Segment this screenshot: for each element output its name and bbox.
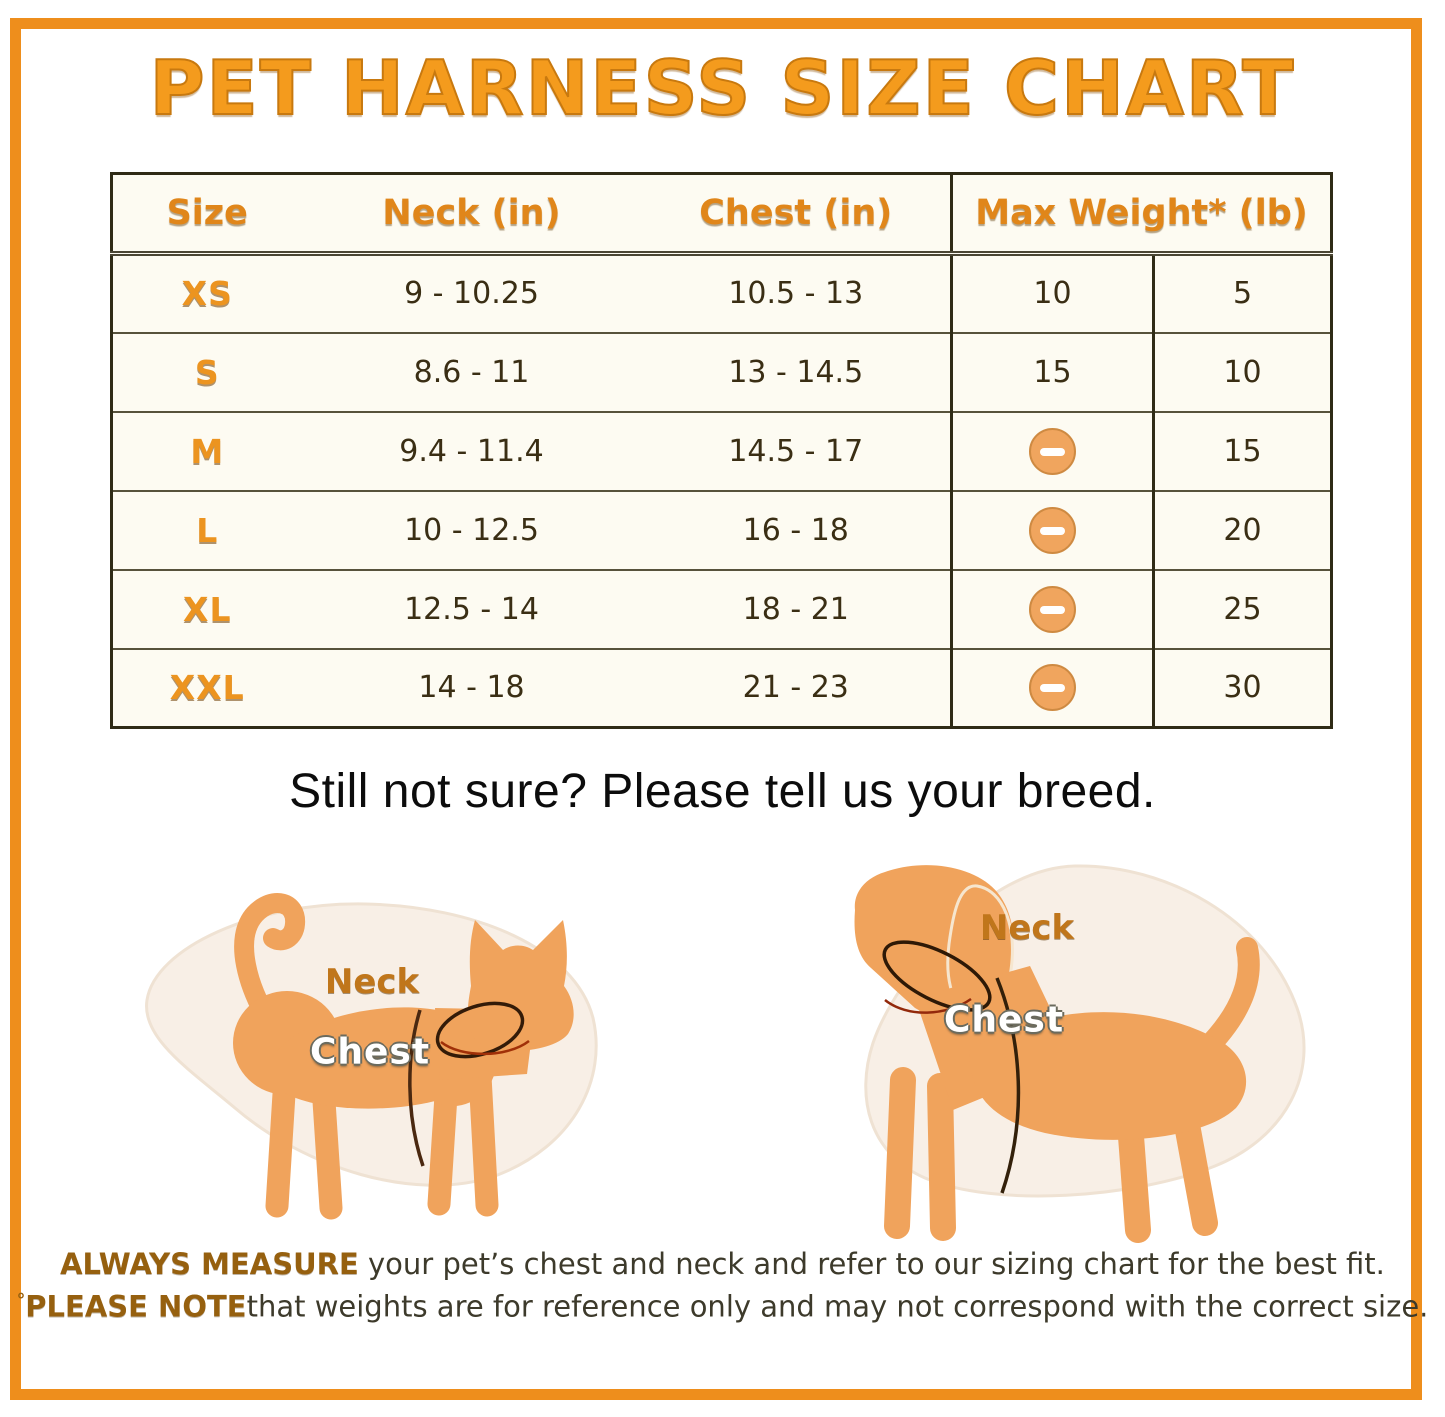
wb-cell: 5 [1151,252,1332,333]
size-cell: XL [111,568,302,649]
size-cell: XS [111,252,302,333]
size-table-body: XS 9 - 10.25 10.5 - 13 10 5 S 8.6 - 11 13 - 14.… [111,252,1332,728]
table-row: M 9.4 - 11.4 14.5 - 17 15 [111,410,1332,491]
header-size: Size [111,173,302,256]
dog-measurement-diagram: Neck Chest [835,848,1335,1248]
chest-cell: 21 - 23 [641,647,952,728]
size-cell: M [111,410,302,491]
minus-circle-icon [1029,664,1076,712]
neck-cell: 9 - 10.25 [301,252,642,333]
minus-circle-icon [1029,506,1076,554]
footnote-marker: ° [16,1291,26,1311]
size-cell: L [111,489,302,570]
header-chest: Chest (in) [641,173,952,256]
page-title: PET HARNESS SIZE CHART [149,43,1296,133]
dog-neck-label: Neck [979,908,1075,948]
chest-cell: 10.5 - 13 [641,252,952,333]
wa-cell [950,647,1154,728]
wb-cell: 25 [1151,568,1332,649]
table-row: L 10 - 12.5 16 - 18 20 [111,489,1332,570]
wb-cell: 30 [1151,647,1332,728]
table-header-row: Size Neck (in) Chest (in) Max Weight* (l… [111,173,1332,256]
decorative-frame [10,18,1422,1400]
table-row: XS 9 - 10.25 10.5 - 13 10 5 [111,252,1332,333]
size-cell: S [111,331,302,412]
chest-cell: 13 - 14.5 [641,331,952,412]
table-row: S 8.6 - 11 13 - 14.5 15 10 [111,331,1332,412]
minus-circle-icon [1029,585,1076,633]
footer-notes: ALWAYS MEASURE your pet’s chest and neck… [0,1246,1445,1326]
neck-cell: 10 - 12.5 [301,489,642,570]
footer-line-1: ALWAYS MEASURE your pet’s chest and neck… [0,1246,1445,1283]
header-max-weight: Max Weight* (lb) [949,173,1332,256]
wb-cell: 15 [1151,410,1332,491]
footer-line-2-text: that weights are for reference only and … [246,1289,1429,1324]
neck-cell: 12.5 - 14 [301,568,642,649]
neck-cell: 8.6 - 11 [301,331,642,412]
size-chart-table: Size Neck (in) Chest (in) Max Weight* (l… [110,172,1334,729]
wa-cell [950,410,1154,491]
always-measure-label: ALWAYS MEASURE [60,1247,359,1281]
wb-cell: 10 [1151,331,1332,412]
table-row: XL 12.5 - 14 18 - 21 25 [111,568,1332,649]
header-neck: Neck (in) [301,173,642,256]
size-cell: XXL [111,647,302,728]
dog-illustration [854,864,1306,1243]
wa-cell: 15 [950,331,1154,412]
neck-cell: 14 - 18 [301,647,642,728]
chest-cell: 18 - 21 [641,568,952,649]
chest-cell: 16 - 18 [641,489,952,570]
footer-line-2: °PLEASE NOTEthat weights are for referen… [0,1283,1445,1326]
footer-line-1-text: your pet’s chest and neck and refer to o… [358,1247,1385,1281]
wa-cell [950,489,1154,570]
chest-cell: 14.5 - 17 [641,410,952,491]
wa-cell [950,568,1154,649]
wb-cell: 20 [1151,489,1332,570]
wa-cell: 10 [950,252,1154,333]
cat-chest-label: Chest [309,1031,431,1073]
dog-chest-label: Chest [943,999,1065,1041]
subtitle-text: Still not sure? Please tell us your bree… [289,765,1156,818]
please-note-label: PLEASE NOTE [25,1289,247,1324]
minus-circle-icon [1029,427,1076,475]
neck-cell: 9.4 - 11.4 [301,410,642,491]
cat-neck-label: Neck [324,962,420,1002]
cat-measurement-diagram: Neck Chest [135,858,625,1243]
cat-illustration [145,893,598,1220]
table-row: XXL 14 - 18 21 - 23 30 [111,647,1332,728]
